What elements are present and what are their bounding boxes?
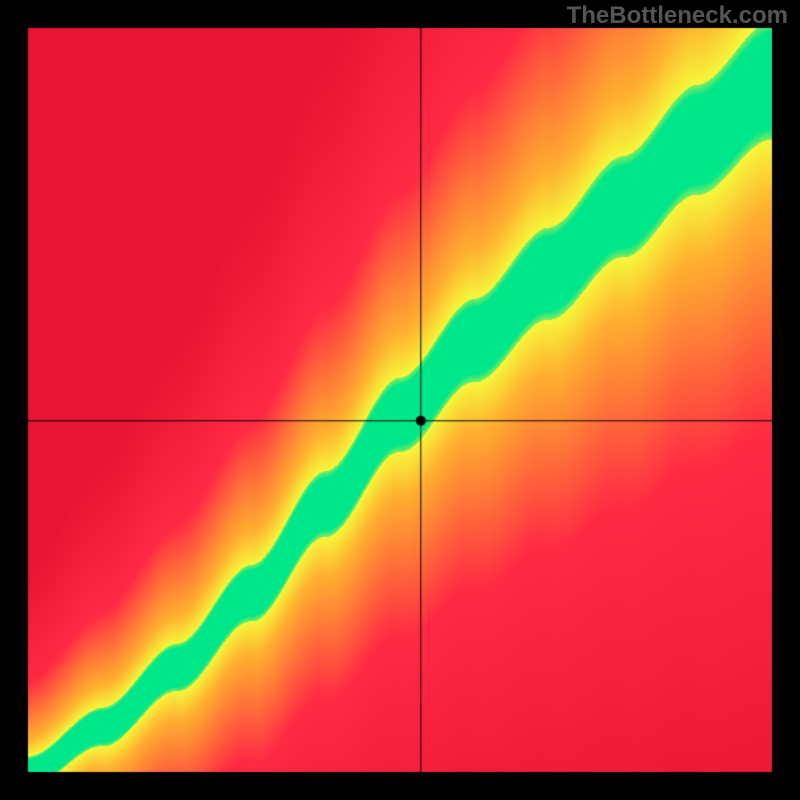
bottleneck-heatmap [0,0,800,800]
attribution-text: TheBottleneck.com [567,2,788,30]
chart-container: TheBottleneck.com [0,0,800,800]
